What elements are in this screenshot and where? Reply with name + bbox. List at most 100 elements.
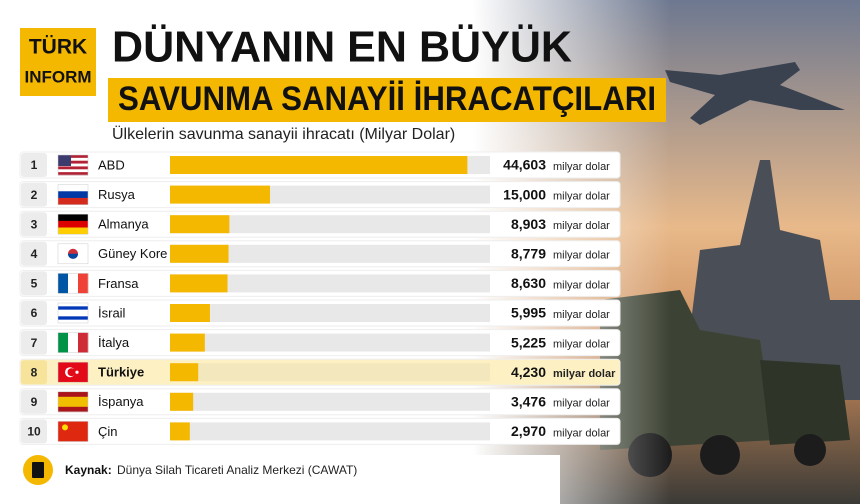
value-unit: milyar dolar xyxy=(553,161,610,173)
rank: 6 xyxy=(31,306,38,320)
category-label: Rusya xyxy=(98,187,136,202)
flag xyxy=(58,406,88,413)
bar xyxy=(170,422,190,441)
rank: 7 xyxy=(31,336,38,350)
flag xyxy=(58,319,88,324)
source-icon xyxy=(32,462,44,478)
value-unit: milyar dolar xyxy=(553,339,610,351)
rank-box xyxy=(21,360,47,385)
flag xyxy=(58,306,88,310)
rank: 3 xyxy=(31,217,38,231)
flag-border xyxy=(57,361,89,383)
flag xyxy=(58,316,88,320)
value-unit: milyar dolar xyxy=(553,250,610,262)
value-unit: milyar dolar xyxy=(553,191,610,203)
rank-box xyxy=(21,330,47,355)
value-label: 8,630 xyxy=(511,275,546,291)
category-label: İsrail xyxy=(98,305,126,320)
flag xyxy=(58,172,88,176)
bar-track xyxy=(170,274,490,293)
bar xyxy=(170,185,270,204)
value-unit: milyar dolar xyxy=(553,398,610,410)
flag xyxy=(58,227,88,235)
value-label: 5,225 xyxy=(511,334,546,350)
flag xyxy=(58,421,88,442)
flag-border xyxy=(57,273,89,294)
flag-border xyxy=(57,154,89,176)
flag xyxy=(58,401,88,408)
flag xyxy=(62,424,68,431)
flag xyxy=(58,184,88,192)
rank: 8 xyxy=(31,365,38,379)
flag xyxy=(58,309,88,314)
category-label: İtalya xyxy=(98,335,130,350)
flag xyxy=(58,220,88,228)
rank-box xyxy=(21,301,47,325)
flag xyxy=(68,332,79,353)
category-label: Almanya xyxy=(98,217,149,232)
rank-box xyxy=(21,153,47,177)
rank: 2 xyxy=(31,188,38,202)
flag-border xyxy=(57,213,89,235)
flag xyxy=(58,197,88,205)
bar-track xyxy=(170,333,490,352)
category-label: Çin xyxy=(98,424,118,439)
category-label: İspanya xyxy=(98,394,144,409)
bar xyxy=(170,392,194,411)
bar xyxy=(170,304,210,322)
rank-box xyxy=(21,389,47,414)
rank: 1 xyxy=(31,158,38,172)
bar-track xyxy=(170,304,490,322)
title-banner xyxy=(108,78,666,122)
flag xyxy=(58,155,88,159)
category-label: ABD xyxy=(98,157,125,172)
value-label: 2,970 xyxy=(511,423,546,439)
rank: 10 xyxy=(27,425,41,439)
flag xyxy=(58,169,88,173)
rank-box xyxy=(21,271,47,296)
flag-border xyxy=(57,243,89,265)
flag xyxy=(58,391,88,398)
rank: 5 xyxy=(31,277,38,291)
category-label: Fransa xyxy=(98,276,139,291)
rank-box xyxy=(21,182,47,207)
flag xyxy=(78,332,89,353)
chart-title: DÜNYANIN EN BÜYÜK xyxy=(112,23,572,72)
value-unit: milyar dolar xyxy=(553,309,610,321)
flag xyxy=(58,303,88,307)
rank: 9 xyxy=(31,395,38,409)
flag xyxy=(75,370,79,374)
category-label: Güney Kore xyxy=(98,246,167,261)
bar xyxy=(170,244,229,263)
bar xyxy=(170,333,205,352)
flag xyxy=(58,157,88,162)
value-label: 3,476 xyxy=(511,394,546,410)
bar xyxy=(170,156,468,174)
value-unit: milyar dolar xyxy=(553,220,610,232)
flag xyxy=(58,273,69,294)
rank-box xyxy=(21,241,47,266)
flag-border xyxy=(57,421,89,442)
flag xyxy=(58,166,88,170)
footer-bg xyxy=(0,455,560,504)
value-label: 44,603 xyxy=(503,157,546,173)
value-unit: milyar dolar xyxy=(553,427,610,439)
value-unit: milyar dolar xyxy=(553,279,610,291)
bar-track xyxy=(170,215,490,234)
flag xyxy=(58,163,88,167)
flag xyxy=(68,253,78,259)
flag xyxy=(58,160,88,164)
bar xyxy=(170,363,199,382)
flag-border xyxy=(57,391,89,413)
source-label: Kaynak: xyxy=(65,463,112,477)
flag xyxy=(67,368,76,377)
bar-track xyxy=(170,392,490,411)
source-text: Dünya Silah Ticareti Analiz Merkezi (CAW… xyxy=(117,463,357,477)
bar-track xyxy=(170,422,490,441)
flag xyxy=(58,155,71,166)
value-label: 8,779 xyxy=(511,246,546,262)
bar-track xyxy=(170,244,490,263)
flag xyxy=(58,332,69,353)
flag-border xyxy=(57,302,89,324)
